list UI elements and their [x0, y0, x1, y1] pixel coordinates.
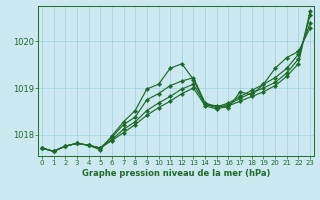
X-axis label: Graphe pression niveau de la mer (hPa): Graphe pression niveau de la mer (hPa)	[82, 169, 270, 178]
